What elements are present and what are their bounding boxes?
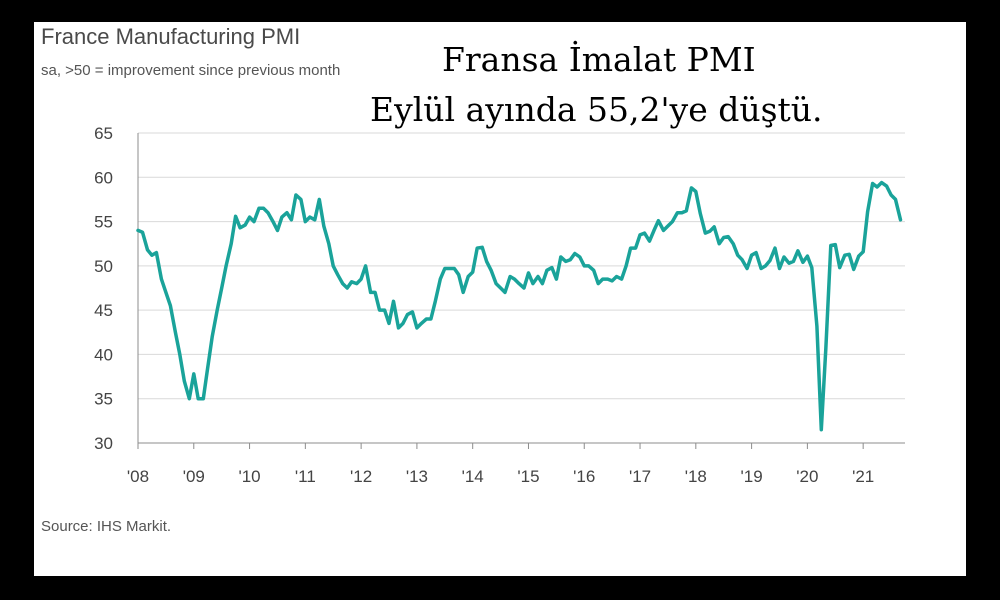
chart-title: France Manufacturing PMI (41, 24, 301, 49)
x-tick-label: '08 (127, 467, 149, 486)
x-tick-label: '16 (573, 467, 595, 486)
x-tick-label: '13 (406, 467, 428, 486)
y-tick-label: 50 (94, 257, 113, 276)
overlay-title-line2: Eylül ayında 55,2'ye düştü. (370, 90, 823, 129)
x-tick-label: '15 (517, 467, 539, 486)
y-tick-label: 60 (94, 168, 113, 187)
x-tick-label: '17 (629, 467, 651, 486)
y-tick-label: 45 (94, 301, 113, 320)
source-note: Source: IHS Markit. (41, 518, 172, 535)
series-line-pmi (136, 180, 903, 432)
chart-subtitle: sa, >50 = improvement since previous mon… (41, 62, 341, 79)
x-tick-label: '18 (685, 467, 707, 486)
x-tick-label: '09 (183, 467, 205, 486)
x-tick-label: '19 (741, 467, 763, 486)
y-tick-label: 55 (94, 213, 113, 232)
gridlines (138, 132, 905, 400)
x-tick-label: '14 (462, 467, 484, 486)
overlay-title-line1: Fransa İmalat PMI (442, 40, 756, 79)
x-tick-label: '11 (295, 467, 316, 486)
y-tick-label: 65 (94, 124, 113, 143)
series-group (136, 180, 903, 432)
x-tick-label: '12 (350, 467, 372, 486)
chart-card (34, 22, 966, 576)
axes (137, 133, 905, 444)
y-axis-ticks: 30 35 40 45 50 55 60 65 (94, 124, 113, 453)
x-tick-label: '10 (238, 467, 260, 486)
y-tick-label: 30 (94, 434, 113, 453)
y-tick-label: 35 (94, 390, 113, 409)
y-tick-label: 40 (94, 345, 113, 364)
x-axis-ticks: '08 '09 '10 '11 '12 '13 '14 '15 '16 '17 '18 '19 '20 '… (127, 443, 874, 486)
x-tick-label: '20 (796, 467, 818, 486)
x-tick-label: '21 (852, 467, 874, 486)
